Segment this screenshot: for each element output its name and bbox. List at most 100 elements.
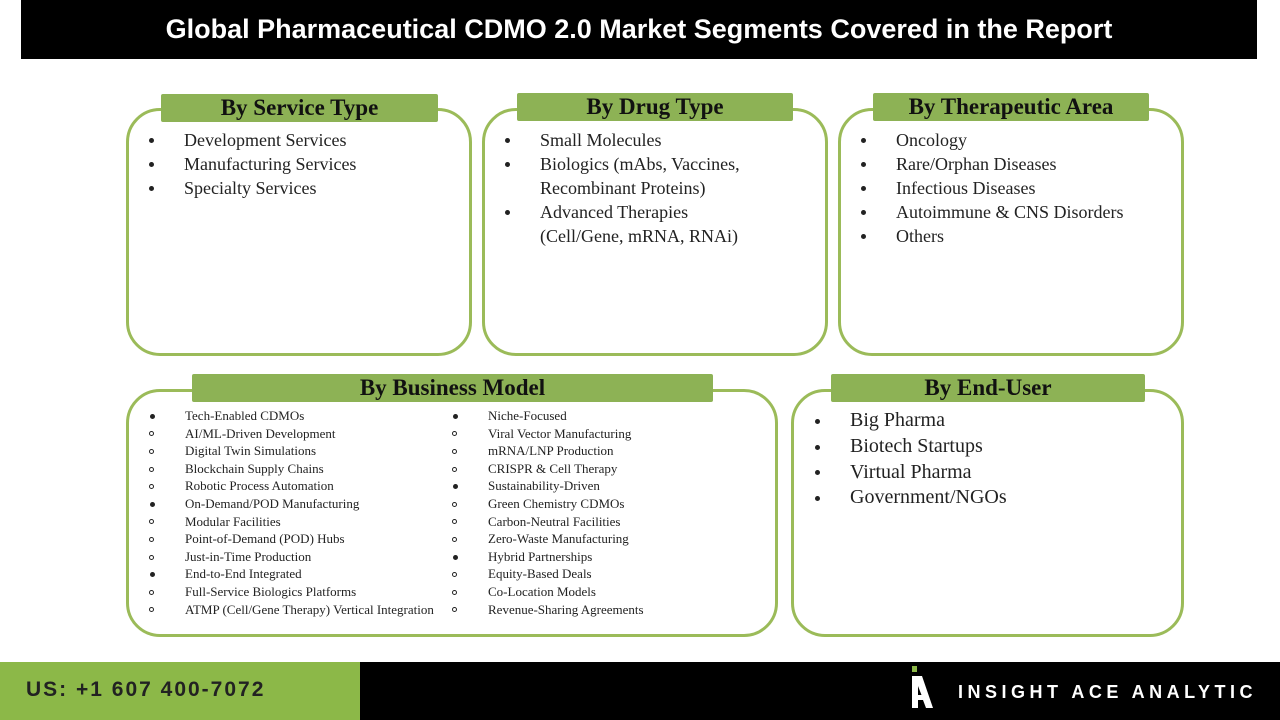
list-item: End-to-End Integrated <box>149 565 439 583</box>
sub-bullet <box>452 607 457 613</box>
list-item: Rare/Orphan Diseases <box>860 152 1180 176</box>
sub-bullet <box>452 448 457 454</box>
bullet <box>861 210 866 215</box>
list-item: Niche-Focused <box>452 407 742 425</box>
bullet <box>453 413 458 419</box>
item-text: Oncology <box>896 130 967 150</box>
sub-bullet <box>452 536 457 542</box>
bullet <box>150 413 155 419</box>
bullet <box>149 138 154 143</box>
item-text: Just-in-Time Production <box>185 548 312 564</box>
item-text: CRISPR & Cell Therapy <box>488 460 618 476</box>
bullet <box>149 186 154 191</box>
sub-list-item: Modular Facilities <box>149 513 439 531</box>
item-column: Tech-Enabled CDMOs AI/ML-Driven Developme… <box>149 407 439 618</box>
list-item: Sustainability-Driven <box>452 477 742 495</box>
bullet <box>150 572 155 578</box>
item-text: Advanced Therapies (Cell/Gene, mRNA, RNA… <box>540 202 738 246</box>
sub-list-item: Viral Vector Manufacturing <box>452 425 742 443</box>
list-item: Infectious Diseases <box>860 176 1180 200</box>
item-text: Big Pharma <box>850 409 945 431</box>
bullet <box>505 138 510 143</box>
list-item: Big Pharma <box>814 408 1174 434</box>
sub-list-item: Full-Service Biologics Platforms <box>149 583 439 601</box>
list-item: Biotech Startups <box>814 434 1174 460</box>
item-text: Government/NGOs <box>850 486 1007 509</box>
panel-title: By Service Type <box>161 94 438 122</box>
item-text: Robotic Process Automation <box>185 478 334 494</box>
item-text: Revenue-Sharing Agreements <box>488 601 644 617</box>
list-item: Oncology <box>860 128 1180 152</box>
item-text: Small Molecules <box>540 130 662 150</box>
sub-bullet <box>149 554 154 560</box>
sub-bullet <box>149 589 154 595</box>
sub-bullet <box>149 607 154 613</box>
bullet <box>861 138 866 143</box>
sub-bullet <box>452 589 457 595</box>
list-item: On-Demand/POD Manufacturing <box>149 495 439 513</box>
bullet <box>505 210 510 215</box>
bullet <box>861 234 866 239</box>
item-text: mRNA/LNP Production <box>488 443 614 459</box>
sub-bullet <box>149 536 154 542</box>
item-text: Virtual Pharma <box>850 460 972 483</box>
footer-right <box>360 662 1280 720</box>
item-text: Infectious Diseases <box>896 178 1036 198</box>
sub-bullet <box>149 519 154 525</box>
header-title: Global Pharmaceutical CDMO 2.0 Market Se… <box>21 0 1257 59</box>
item-text: Hybrid Partnerships <box>488 548 593 564</box>
bullet <box>861 162 866 167</box>
item-text: Green Chemistry CDMOs <box>488 495 625 511</box>
sub-bullet <box>452 431 457 437</box>
item-text: Sustainability-Driven <box>488 478 600 494</box>
item-text: On-Demand/POD Manufacturing <box>185 495 360 511</box>
item-text: AI/ML-Driven Development <box>185 425 336 441</box>
item-list: Development Services Manufacturing Servic… <box>148 128 448 200</box>
list-item: Specialty Services <box>148 176 448 200</box>
sub-list-item: AI/ML-Driven Development <box>149 425 439 443</box>
logo-dot <box>912 666 917 672</box>
item-text: ATMP (Cell/Gene Therapy) Vertical Integr… <box>185 601 434 617</box>
sub-bullet <box>149 484 154 490</box>
sub-list-item: Zero-Waste Manufacturing <box>452 530 742 548</box>
sub-list-item: Digital Twin Simulations <box>149 442 439 460</box>
bullet <box>453 484 458 490</box>
panel-title: By Drug Type <box>517 93 793 121</box>
sub-bullet <box>149 448 154 454</box>
item-text: Tech-Enabled CDMOs <box>185 408 305 423</box>
sub-list-item: ATMP (Cell/Gene Therapy) Vertical Integr… <box>149 601 439 619</box>
bullet <box>505 162 510 167</box>
sub-bullet <box>452 501 457 507</box>
item-text: Point-of-Demand (POD) Hubs <box>185 531 345 547</box>
list-item: Hybrid Partnerships <box>452 548 742 566</box>
bullet <box>149 162 154 167</box>
bullet <box>815 470 820 476</box>
sub-list-item: Co-Location Models <box>452 583 742 601</box>
item-text: Specialty Services <box>184 178 317 198</box>
sub-bullet <box>452 519 457 525</box>
logo <box>912 666 933 708</box>
item-text: Development Services <box>184 130 347 150</box>
item-column: Niche-Focused Viral Vector Manufacturing m… <box>452 407 742 618</box>
sub-list-item: Green Chemistry CDMOs <box>452 495 742 513</box>
footer-left <box>0 662 360 720</box>
bullet <box>815 418 820 424</box>
brand: INSIGHT ACE ANALYTIC <box>958 682 1258 702</box>
item-text: Rare/Orphan Diseases <box>896 154 1057 174</box>
sub-bullet <box>149 431 154 437</box>
item-list: Oncology Rare/Orphan Diseases Infectious D… <box>860 128 1180 248</box>
list-item: Development Services <box>148 128 448 152</box>
item-text: Biotech Startups <box>850 434 983 457</box>
bullet <box>150 501 155 507</box>
list-item: Autoimmune & CNS Disorders <box>860 200 1180 224</box>
item-text: Equity-Based Deals <box>488 566 592 582</box>
item-text: Manufacturing Services <box>184 154 357 174</box>
sub-list-item: Revenue-Sharing Agreements <box>452 601 742 619</box>
bullet <box>453 554 458 560</box>
list-item: Virtual Pharma <box>814 460 1174 486</box>
sub-list-item: Just-in-Time Production <box>149 548 439 566</box>
item-text: Niche-Focused <box>488 408 567 423</box>
item-text: Blockchain Supply Chains <box>185 460 324 476</box>
sub-bullet <box>452 572 457 578</box>
